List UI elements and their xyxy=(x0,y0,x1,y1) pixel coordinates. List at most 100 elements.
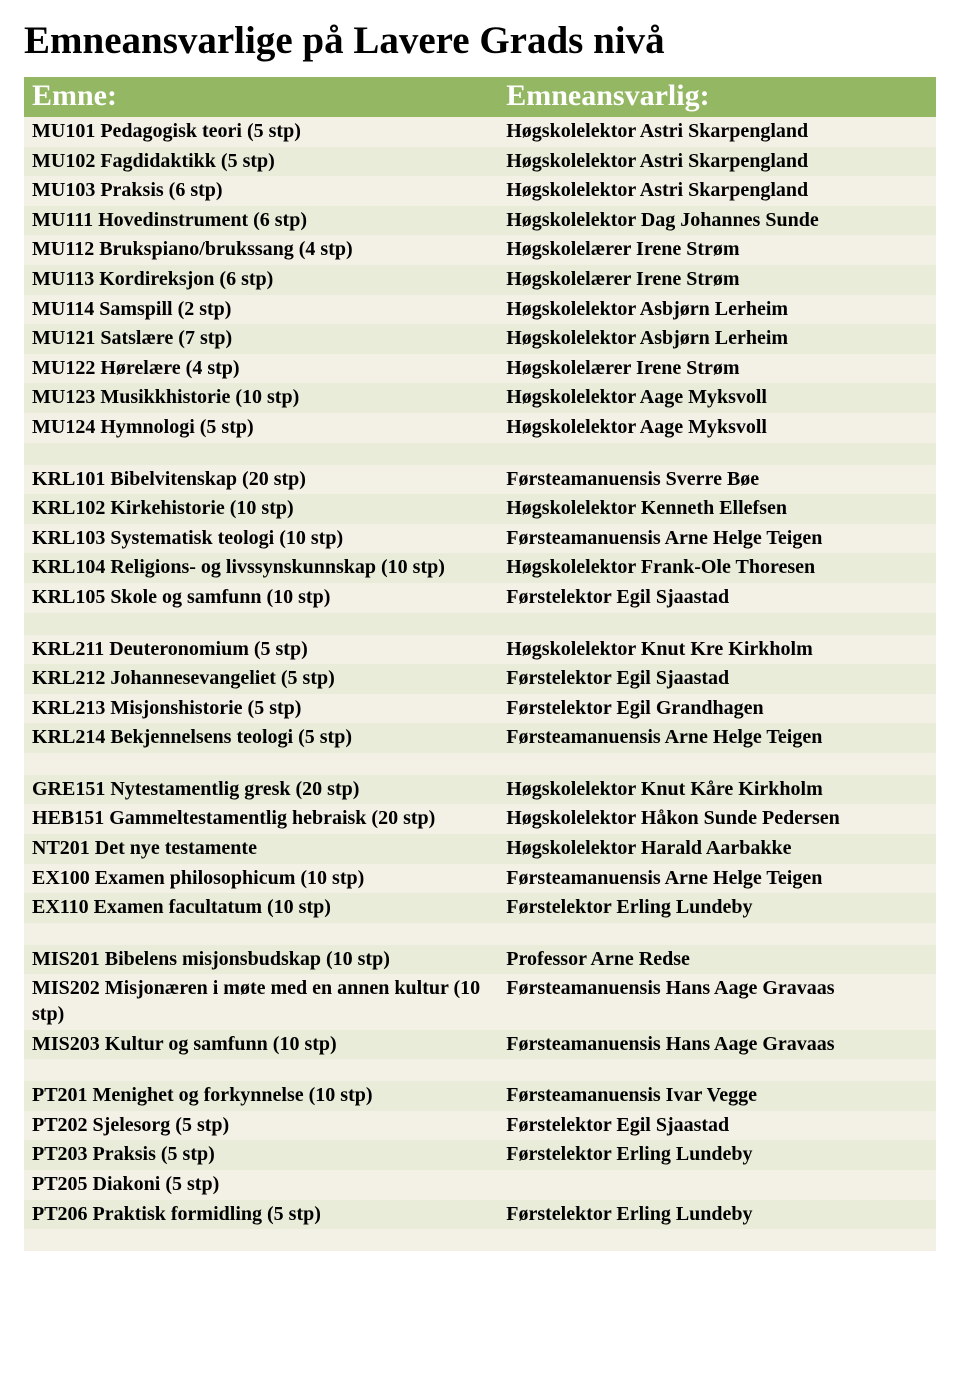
responsible-cell xyxy=(498,1170,936,1200)
responsible-cell: Professor Arne Redse xyxy=(498,945,936,975)
course-cell xyxy=(24,753,498,775)
table-row: PT203 Praksis (5 stp)Førstelektor Erling… xyxy=(24,1140,936,1170)
course-cell: PT203 Praksis (5 stp) xyxy=(24,1140,498,1170)
course-cell: EX100 Examen philosophicum (10 stp) xyxy=(24,864,498,894)
responsible-cell: Førsteamanuensis Arne Helge Teigen xyxy=(498,864,936,894)
responsible-cell: Førstelektor Egil Sjaastad xyxy=(498,583,936,613)
course-cell: PT201 Menighet og forkynnelse (10 stp) xyxy=(24,1081,498,1111)
course-cell: PT205 Diakoni (5 stp) xyxy=(24,1170,498,1200)
course-cell: KRL211 Deuteronomium (5 stp) xyxy=(24,635,498,665)
course-cell: NT201 Det nye testamente xyxy=(24,834,498,864)
table-row: EX100 Examen philosophicum (10 stp)Først… xyxy=(24,864,936,894)
responsible-cell: Høgskolelærer Irene Strøm xyxy=(498,235,936,265)
responsible-cell: Høgskolelektor Aage Myksvoll xyxy=(498,413,936,443)
responsible-cell: Høgskolelektor Aage Myksvoll xyxy=(498,383,936,413)
responsible-cell: Høgskolelektor Kenneth Ellefsen xyxy=(498,494,936,524)
table-row: PT202 Sjelesorg (5 stp)Førstelektor Egil… xyxy=(24,1111,936,1141)
table-row: MIS201 Bibelens misjonsbudskap (10 stp)P… xyxy=(24,945,936,975)
table-row: MU111 Hovedinstrument (6 stp)Høgskolelek… xyxy=(24,206,936,236)
responsible-cell: Førsteamanuensis Arne Helge Teigen xyxy=(498,723,936,753)
course-cell: MU111 Hovedinstrument (6 stp) xyxy=(24,206,498,236)
table-row: PT205 Diakoni (5 stp) xyxy=(24,1170,936,1200)
table-row: KRL212 Johannesevangeliet (5 stp)Førstel… xyxy=(24,664,936,694)
course-cell: GRE151 Nytestamentlig gresk (20 stp) xyxy=(24,775,498,805)
table-row xyxy=(24,443,936,465)
responsible-cell: Høgskolelektor Håkon Sunde Pedersen xyxy=(498,804,936,834)
table-row: KRL105 Skole og samfunn (10 stp)Førstele… xyxy=(24,583,936,613)
course-cell: PT202 Sjelesorg (5 stp) xyxy=(24,1111,498,1141)
table-row xyxy=(24,753,936,775)
course-cell: MU103 Praksis (6 stp) xyxy=(24,176,498,206)
responsible-cell xyxy=(498,1229,936,1251)
course-cell: MIS203 Kultur og samfunn (10 stp) xyxy=(24,1030,498,1060)
responsible-cell: Høgskolelektor Astri Skarpengland xyxy=(498,147,936,177)
course-cell: MIS201 Bibelens misjonsbudskap (10 stp) xyxy=(24,945,498,975)
responsible-cell: Førstelektor Erling Lundeby xyxy=(498,893,936,923)
table-row: KRL214 Bekjennelsens teologi (5 stp)Førs… xyxy=(24,723,936,753)
course-cell: MU122 Hørelære (4 stp) xyxy=(24,354,498,384)
course-cell: KRL105 Skole og samfunn (10 stp) xyxy=(24,583,498,613)
table-row xyxy=(24,1059,936,1081)
course-cell: KRL214 Bekjennelsens teologi (5 stp) xyxy=(24,723,498,753)
course-cell xyxy=(24,1059,498,1081)
responsible-cell: Høgskolelektor Asbjørn Lerheim xyxy=(498,295,936,325)
course-cell: KRL213 Misjonshistorie (5 stp) xyxy=(24,694,498,724)
responsible-cell xyxy=(498,753,936,775)
course-cell: MU113 Kordireksjon (6 stp) xyxy=(24,265,498,295)
course-cell: MU101 Pedagogisk teori (5 stp) xyxy=(24,117,498,147)
course-cell xyxy=(24,923,498,945)
course-cell xyxy=(24,443,498,465)
responsible-cell: Førsteamanuensis Sverre Bøe xyxy=(498,465,936,495)
table-row: MU102 Fagdidaktikk (5 stp)Høgskolelektor… xyxy=(24,147,936,177)
table-row: KRL213 Misjonshistorie (5 stp)Førstelekt… xyxy=(24,694,936,724)
responsible-cell: Førsteamanuensis Ivar Vegge xyxy=(498,1081,936,1111)
table-row: KRL102 Kirkehistorie (10 stp)Høgskolelek… xyxy=(24,494,936,524)
table-row: KRL101 Bibelvitenskap (20 stp)Førsteaman… xyxy=(24,465,936,495)
table-row: MU103 Praksis (6 stp)Høgskolelektor Astr… xyxy=(24,176,936,206)
responsible-cell: Høgskolelærer Irene Strøm xyxy=(498,265,936,295)
course-cell: MU121 Satslære (7 stp) xyxy=(24,324,498,354)
table-row: MU122 Hørelære (4 stp)Høgskolelærer Iren… xyxy=(24,354,936,384)
page-title: Emneansvarlige på Lavere Grads nivå xyxy=(24,18,936,63)
responsible-cell xyxy=(498,443,936,465)
responsible-cell: Førstelektor Erling Lundeby xyxy=(498,1200,936,1230)
course-cell: MIS202 Misjonæren i møte med en annen ku… xyxy=(24,974,498,1029)
table-row: MU123 Musikkhistorie (10 stp)Høgskolelek… xyxy=(24,383,936,413)
course-cell: EX110 Examen facultatum (10 stp) xyxy=(24,893,498,923)
responsible-cell: Høgskolelektor Frank-Ole Thoresen xyxy=(498,553,936,583)
course-cell: MU124 Hymnologi (5 stp) xyxy=(24,413,498,443)
table-row: EX110 Examen facultatum (10 stp)Førstele… xyxy=(24,893,936,923)
course-cell: KRL102 Kirkehistorie (10 stp) xyxy=(24,494,498,524)
responsible-cell xyxy=(498,1059,936,1081)
course-cell: PT206 Praktisk formidling (5 stp) xyxy=(24,1200,498,1230)
table-row xyxy=(24,613,936,635)
responsible-cell: Førstelektor Egil Grandhagen xyxy=(498,694,936,724)
table-row: MU121 Satslære (7 stp)Høgskolelektor Asb… xyxy=(24,324,936,354)
table-header-row: Emne: Emneansvarlig: xyxy=(24,77,936,117)
table-row xyxy=(24,1229,936,1251)
header-course: Emne: xyxy=(24,77,498,117)
table-row: NT201 Det nye testamenteHøgskolelektor H… xyxy=(24,834,936,864)
responsible-cell: Førsteamanuensis Hans Aage Gravaas xyxy=(498,974,936,1029)
responsible-cell: Førstelektor Erling Lundeby xyxy=(498,1140,936,1170)
table-row: MU112 Brukspiano/brukssang (4 stp)Høgsko… xyxy=(24,235,936,265)
responsible-cell: Høgskolelektor Dag Johannes Sunde xyxy=(498,206,936,236)
responsible-cell: Førstelektor Egil Sjaastad xyxy=(498,664,936,694)
responsible-cell: Høgskolelektor Astri Skarpengland xyxy=(498,176,936,206)
responsible-cell: Høgskolelektor Knut Kre Kirkholm xyxy=(498,635,936,665)
course-cell: KRL101 Bibelvitenskap (20 stp) xyxy=(24,465,498,495)
course-cell: MU123 Musikkhistorie (10 stp) xyxy=(24,383,498,413)
course-cell: MU114 Samspill (2 stp) xyxy=(24,295,498,325)
course-cell: KRL104 Religions- og livssynskunnskap (1… xyxy=(24,553,498,583)
table-row: MU101 Pedagogisk teori (5 stp)Høgskolele… xyxy=(24,117,936,147)
course-cell xyxy=(24,1229,498,1251)
table-row: KRL104 Religions- og livssynskunnskap (1… xyxy=(24,553,936,583)
table-row: KRL103 Systematisk teologi (10 stp)Først… xyxy=(24,524,936,554)
course-cell: MU102 Fagdidaktikk (5 stp) xyxy=(24,147,498,177)
responsible-cell: Høgskolelektor Astri Skarpengland xyxy=(498,117,936,147)
course-cell: KRL103 Systematisk teologi (10 stp) xyxy=(24,524,498,554)
table-row: PT201 Menighet og forkynnelse (10 stp)Fø… xyxy=(24,1081,936,1111)
table-row: GRE151 Nytestamentlig gresk (20 stp)Høgs… xyxy=(24,775,936,805)
responsible-cell: Førstelektor Egil Sjaastad xyxy=(498,1111,936,1141)
table-row: HEB151 Gammeltestamentlig hebraisk (20 s… xyxy=(24,804,936,834)
